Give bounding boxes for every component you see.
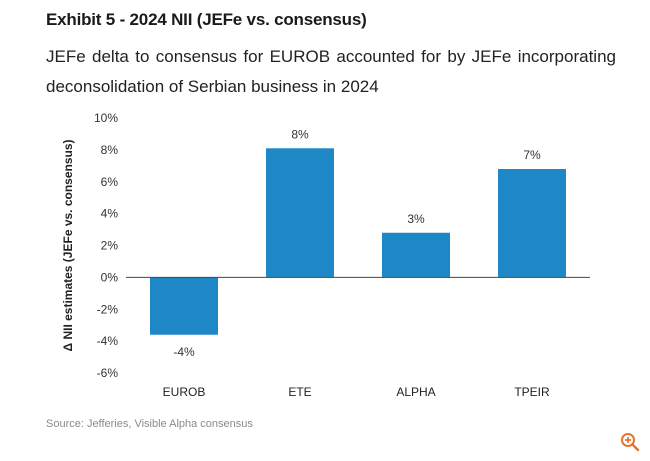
data-label: 8% [291,127,309,141]
y-axis-label: Δ NII estimates (JEFe vs. consensus) [61,139,75,351]
x-tick-label: EUROB [163,385,206,399]
y-tick-label: -6% [97,366,119,380]
zoom-in-icon[interactable] [620,432,640,452]
x-tick-label: ALPHA [396,385,435,399]
y-tick-label: 4% [101,207,119,221]
y-tick-label: 10% [94,111,118,125]
chart-subtitle: JEFe delta to consensus for EUROB accoun… [46,47,616,96]
y-tick-label: 2% [101,239,119,253]
bar-tpeir [498,169,566,278]
bar-ete [266,148,334,278]
data-label: 3% [407,212,425,226]
bar-eurob [150,277,218,335]
y-tick-label: -2% [97,302,119,316]
data-label: 7% [523,148,541,162]
x-tick-label: TPEIR [514,385,550,399]
x-tick-label: ETE [288,385,311,399]
y-tick-label: 8% [101,143,119,157]
y-tick-label: 6% [101,175,119,189]
y-tick-label: -4% [97,334,119,348]
source-note: Source: Jefferies, Visible Alpha consens… [46,418,253,430]
chart-title: Exhibit 5 - 2024 NII (JEFe vs. consensus… [46,10,367,29]
bar-alpha [382,232,450,278]
y-tick-label: 0% [101,270,119,284]
data-label: -4% [173,345,195,359]
